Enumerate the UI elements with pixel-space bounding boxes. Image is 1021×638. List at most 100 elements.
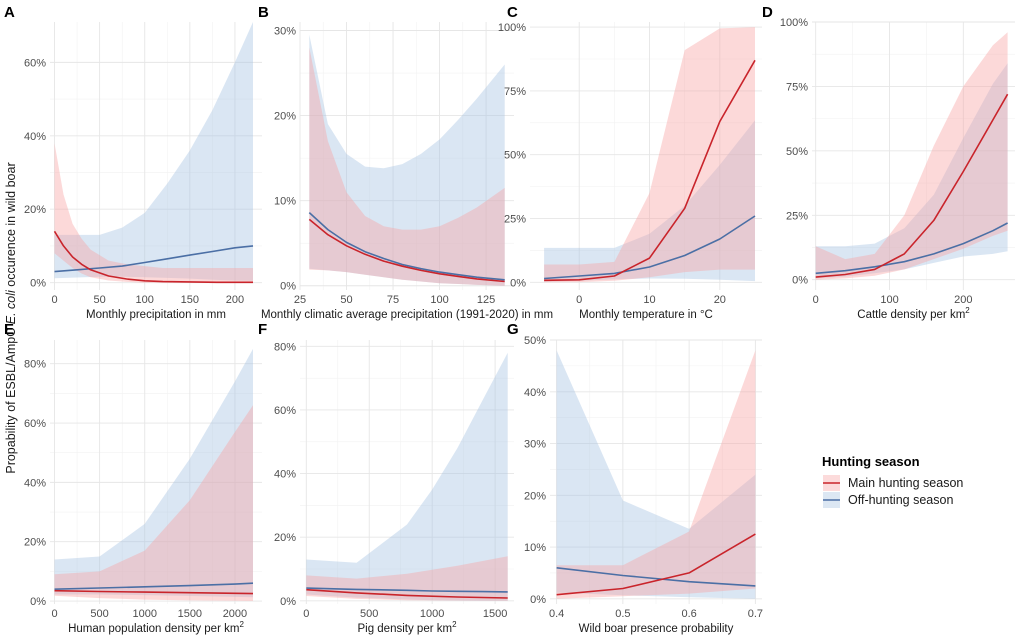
x-tick-label: 150 (181, 294, 199, 306)
y-tick-label: 20% (24, 204, 46, 216)
y-tick-label: 100% (780, 17, 808, 29)
x-axis-title: Cattle density per km2 (857, 306, 970, 321)
main-season-line (556, 533, 756, 596)
x-tick-label: 50 (340, 294, 352, 306)
main-season-ci-band (309, 47, 505, 286)
y-tick-label: 50% (504, 150, 526, 162)
panel-letter: E (4, 321, 14, 338)
x-tick-label: 50 (93, 294, 105, 306)
panel-e: E 0 500 1000 1500 2000 0% 20% 40% 60% 80% Human pop… (4, 321, 262, 635)
panel-a: A 0 50 100 150 200 0% 20% 40% 60% Monthly precipit… (4, 4, 262, 321)
main-season-line (54, 589, 254, 595)
off-season-ci-band (815, 63, 1008, 279)
main-season-ci-band (815, 32, 1008, 280)
y-tick-label: 20% (24, 537, 46, 549)
y-tick-label: 20% (524, 490, 546, 502)
panel-letter: A (4, 4, 15, 21)
x-tick-label: 200 (226, 294, 244, 306)
x-axis-title: Human population density per km2 (68, 620, 244, 635)
legend-title: Hunting season (822, 454, 920, 469)
y-tick-label: 0% (280, 281, 296, 293)
x-tick-label: 100 (430, 294, 448, 306)
y-tick-label: 80% (24, 359, 46, 371)
x-tick-label: 200 (954, 294, 972, 306)
off-season-line (556, 567, 756, 587)
panel-letter: G (507, 321, 519, 338)
y-tick-label: 60% (24, 57, 46, 69)
y-tick-label: 75% (504, 86, 526, 98)
main-season-ci-band (556, 350, 756, 599)
x-tick-label: 1000 (132, 608, 156, 620)
x-tick-label: 10 (643, 294, 655, 306)
main-season-line (53, 230, 253, 284)
x-tick-label: 100 (880, 294, 898, 306)
y-tick-label: 25% (504, 214, 526, 226)
panel-letter: C (507, 4, 518, 21)
main-season-line (308, 218, 505, 283)
off-season-ci-band (54, 22, 253, 281)
x-tick-label: 0 (51, 294, 57, 306)
x-tick-label: 1500 (178, 608, 202, 620)
panel-letter: B (258, 4, 269, 21)
main-season-line (306, 588, 508, 599)
y-tick-label: 20% (274, 532, 296, 544)
y-tick-label: 30% (274, 26, 296, 38)
y-tick-label: 60% (24, 418, 46, 430)
y-tick-label: 100% (498, 22, 526, 34)
y-axis-title: Propability of ESBL/AmpC E. coli occuren… (4, 162, 18, 473)
y-tick-label: 0% (530, 594, 546, 606)
x-axis-title: Monthly climatic average precipitation (… (261, 309, 553, 321)
y-tick-label: 30% (524, 439, 546, 451)
y-tick-label: 20% (274, 111, 296, 123)
x-axis-title: Pig density per km2 (357, 620, 457, 635)
x-tick-label: 0.6 (681, 608, 696, 620)
off-season-ci-band (54, 348, 253, 598)
x-axis-title: Wild boar presence probability (579, 623, 734, 635)
off-season-ci-band (556, 350, 756, 599)
y-tick-label: 40% (274, 469, 296, 481)
x-tick-label: 500 (360, 608, 378, 620)
y-tick-label: 0% (792, 275, 808, 287)
main-season-ci-band (544, 27, 755, 283)
panel-letter: D (762, 4, 773, 21)
y-tick-label: 10% (524, 542, 546, 554)
y-tick-label: 0% (510, 277, 526, 289)
x-axis-title-superscript: 2 (452, 620, 457, 629)
y-tick-label: 40% (24, 131, 46, 143)
legend: Hunting season Main hunting season Off-h… (822, 454, 963, 508)
x-axis-title-superscript: 2 (239, 620, 244, 629)
panel-b: B 25 50 75 100 125 0% 10% 20% 30% Monthly climatic… (258, 4, 553, 321)
y-tick-label: 40% (524, 387, 546, 399)
main-season-ci-band (54, 143, 253, 283)
y-tick-label: 75% (786, 81, 808, 93)
main-season-line (815, 93, 1009, 278)
panel-f: F 0 500 1000 1500 0% 20% 40% 60% 80% Pig density p… (258, 321, 514, 635)
x-tick-label: 20 (714, 294, 726, 306)
y-tick-label: 80% (274, 341, 296, 353)
off-season-ci-band (309, 34, 505, 286)
main-season-ci-band (54, 405, 253, 601)
off-season-line (54, 582, 254, 590)
off-season-line (308, 212, 505, 281)
y-tick-label: 40% (24, 477, 46, 489)
y-tick-label: 0% (30, 278, 46, 290)
y-tick-label: 0% (30, 596, 46, 608)
x-tick-label: 0.4 (549, 608, 564, 620)
x-tick-label: 500 (90, 608, 108, 620)
y-tick-label: 10% (274, 196, 296, 208)
x-tick-label: 125 (477, 294, 495, 306)
panel-d: D 0 100 200 0% 25% 50% 75% 100% Cattle density pe… (762, 4, 1015, 321)
panel-letter: F (258, 321, 267, 338)
off-season-line (544, 215, 756, 280)
x-tick-label: 0.7 (748, 608, 763, 620)
x-tick-label: 0.5 (615, 608, 630, 620)
x-tick-label: 1500 (483, 608, 507, 620)
panel-g: G 0.4 0.5 0.6 0.7 0% 10% 20% 30% 40% 50% Wild boar … (507, 321, 763, 635)
x-tick-label: 100 (136, 294, 154, 306)
x-tick-label: 0 (51, 608, 57, 620)
y-tick-label: 50% (524, 335, 546, 347)
x-axis-title-superscript: 2 (965, 306, 970, 315)
x-tick-label: 75 (387, 294, 399, 306)
x-tick-label: 25 (294, 294, 306, 306)
